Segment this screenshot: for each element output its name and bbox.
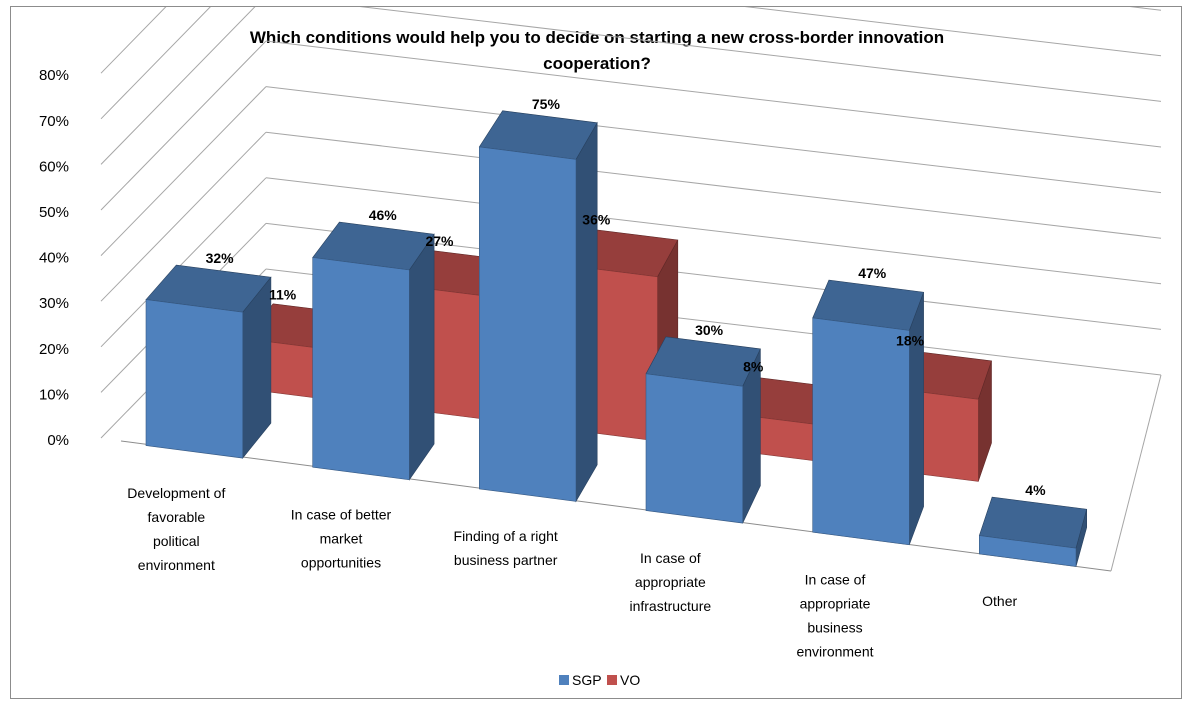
bar-sgp-1	[312, 221, 435, 481]
category-label: Development of favorable political environm…	[127, 485, 225, 573]
chart-plot: 0% 10% 20% 30% 40% 50% 60% 70% 80% 11% 27% 36% 8% 18%…	[39, 7, 1162, 688]
category-label: Other	[982, 593, 1017, 609]
gridline	[359, 7, 1162, 102]
bar-front	[145, 299, 243, 459]
gridline-side	[100, 40, 267, 211]
data-labels: 11% 27% 36% 8% 18% 32% 46% 75% 30% 47% 4%	[206, 96, 1047, 498]
bar-side	[408, 233, 435, 481]
chart-frame: Which conditions would help you to decid…	[10, 6, 1182, 699]
gridline	[744, 7, 1162, 57]
bar-front	[812, 317, 910, 546]
data-label: 30%	[695, 322, 724, 338]
legend-entry: VO	[620, 672, 640, 688]
legend-entry: SGP	[572, 672, 602, 688]
bar-sgp-3	[645, 336, 761, 524]
y-tick-label: 60%	[39, 158, 69, 175]
category-label: In case of appropriate business environment	[796, 572, 873, 660]
gridline-side	[100, 7, 167, 74]
y-tick-label: 70%	[39, 113, 69, 130]
bar-sgp-5	[978, 496, 1088, 567]
y-axis-ticks: 0% 10% 20% 30% 40% 50% 60% 70% 80%	[39, 67, 69, 449]
category-label: In case of appropriate infrastructure	[629, 550, 711, 614]
y-tick-label: 40%	[39, 250, 69, 267]
gridline-side	[100, 86, 267, 256]
gridline-side	[100, 7, 211, 120]
bar-front	[978, 535, 1077, 567]
gridline	[1129, 7, 1162, 11]
gridline-side	[100, 131, 267, 302]
data-label: 75%	[532, 96, 561, 112]
gridline	[265, 131, 1162, 239]
legend: SGP VO	[559, 672, 640, 688]
gridlines	[100, 7, 1162, 572]
gridline	[265, 40, 1162, 148]
bar-sgp-0	[145, 264, 272, 459]
data-label: 36%	[582, 211, 611, 227]
bar-sgp-4	[812, 279, 925, 546]
y-tick-label: 30%	[39, 295, 69, 312]
data-label: 8%	[743, 358, 764, 374]
bar-front	[478, 146, 577, 502]
data-label: 27%	[425, 233, 454, 249]
floor-front-edge	[120, 440, 1112, 572]
legend-swatch	[559, 675, 569, 685]
data-label: 18%	[896, 332, 925, 348]
data-label: 4%	[1025, 482, 1046, 498]
gridline	[265, 177, 1162, 285]
data-label: 32%	[206, 250, 235, 266]
bar-sgp-2	[478, 110, 598, 503]
bar-front	[645, 373, 744, 524]
bar-side	[575, 121, 598, 503]
y-tick-label: 20%	[39, 341, 69, 358]
data-label: 47%	[858, 265, 887, 281]
floor-right-edge	[1110, 374, 1162, 572]
y-tick-label: 50%	[39, 204, 69, 221]
y-tick-label: 0%	[47, 432, 69, 449]
gridline-side	[100, 7, 256, 165]
gridline-side	[100, 177, 267, 348]
x-axis-categories: Development of favorable political environm…	[127, 485, 1017, 660]
legend-swatch	[607, 675, 617, 685]
chart-title: Which conditions would help you to decid…	[11, 25, 1183, 77]
data-label: 11%	[269, 286, 297, 302]
bar-front	[312, 257, 410, 481]
category-label: Finding of a right business partner	[454, 528, 558, 568]
gridline	[265, 86, 1162, 194]
y-tick-label: 10%	[39, 386, 69, 403]
y-tick-label: 80%	[39, 67, 69, 84]
bar-side	[908, 292, 924, 545]
bars	[145, 110, 1088, 567]
data-label: 46%	[369, 207, 398, 223]
chart-title-line-1: Which conditions would help you to decid…	[249, 28, 945, 47]
category-label: In case of better market opportunities	[291, 507, 392, 571]
chart-title-line-2: cooperation?	[543, 54, 651, 73]
